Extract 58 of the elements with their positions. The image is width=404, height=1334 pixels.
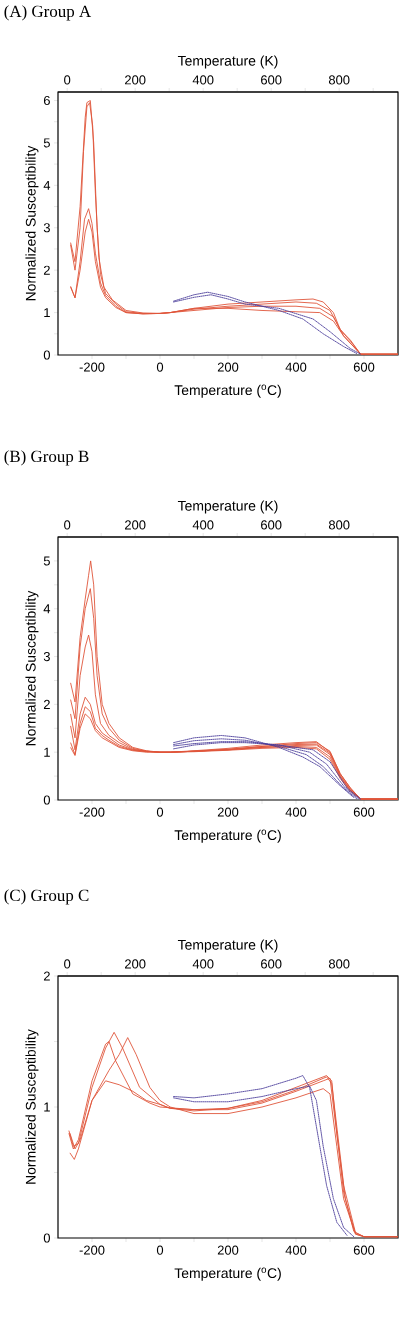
x2-tick-label: 600: [261, 75, 282, 85]
x2-tick-label: 800: [328, 520, 350, 530]
y-tick-label: 3: [43, 651, 50, 662]
x-tick-label: 200: [217, 1245, 239, 1255]
x2-axis-title: Temperature (K): [177, 55, 278, 69]
x2-tick-label: 0: [64, 75, 71, 85]
x-tick-label: 600: [353, 362, 375, 372]
y-tick-label: 2: [43, 265, 50, 275]
x-axis-title: Temperature ($^{o}$C): [174, 829, 281, 843]
y-tick-label: 2: [43, 699, 50, 709]
x-tick-label: 600: [353, 807, 375, 817]
x-tick-label: 400: [285, 1245, 307, 1255]
x2-tick-label: 400: [192, 75, 214, 85]
x2-tick-label: 400: [192, 959, 214, 969]
y-tick-label: 1: [44, 308, 50, 318]
y-tick-label: 4: [43, 604, 51, 614]
x-tick-label: 200: [217, 807, 239, 817]
x-tick-label: 0: [156, 807, 164, 817]
x-tick-label: -200: [79, 807, 105, 817]
x2-axis-title: Temperature (K): [177, 939, 278, 953]
x-tick-label: -200: [79, 362, 105, 372]
x-tick-label: 600: [353, 1245, 375, 1255]
y-tick-label: 4: [43, 180, 51, 190]
y-tick-label: 1: [44, 747, 50, 757]
y-tick-label: 5: [43, 556, 50, 566]
x2-tick-label: 800: [328, 959, 350, 969]
chart-title: (C) Group C: [4, 889, 89, 905]
y-tick-label: 6: [43, 95, 50, 106]
y-tick-label: 3: [43, 223, 50, 233]
x2-tick-label: 600: [261, 520, 282, 530]
x-tick-label: -200: [79, 1245, 105, 1255]
y-axis-title: Normalized Susceptibility: [25, 145, 39, 301]
x-tick-label: 400: [285, 807, 307, 817]
x2-tick-label: 600: [261, 959, 282, 969]
chart-title: (B) Group B: [4, 450, 89, 466]
y-tick-label: 2: [43, 971, 50, 981]
x2-tick-label: 200: [125, 75, 146, 85]
x-tick-label: 0: [156, 1245, 164, 1255]
x2-tick-label: 0: [64, 959, 71, 969]
x2-tick-label: 200: [125, 959, 146, 969]
x2-tick-label: 400: [192, 520, 214, 530]
x2-tick-label: 200: [125, 520, 146, 530]
y-tick-label: 0: [43, 1233, 50, 1243]
x-axis-title: Temperature ($^{o}$C): [174, 1267, 281, 1281]
x-axis-title: Temperature ($^{o}$C): [174, 384, 281, 398]
x-tick-label: 400: [285, 362, 307, 372]
y-tick-label: 0: [43, 350, 50, 360]
y-axis-title: Normalized Susceptibility: [25, 590, 39, 746]
x2-axis-title: Temperature (K): [177, 500, 278, 514]
x-tick-label: 0: [156, 362, 164, 372]
chart-title: (A) Group A: [4, 5, 92, 21]
y-axis-title: Normalized Susceptibility: [25, 1029, 39, 1184]
x2-tick-label: 800: [328, 75, 350, 85]
x-tick-label: 200: [217, 362, 239, 372]
x2-tick-label: 0: [64, 520, 71, 530]
y-tick-label: 0: [43, 795, 50, 805]
y-tick-label: 1: [44, 1102, 50, 1112]
y-tick-label: 5: [43, 138, 50, 148]
